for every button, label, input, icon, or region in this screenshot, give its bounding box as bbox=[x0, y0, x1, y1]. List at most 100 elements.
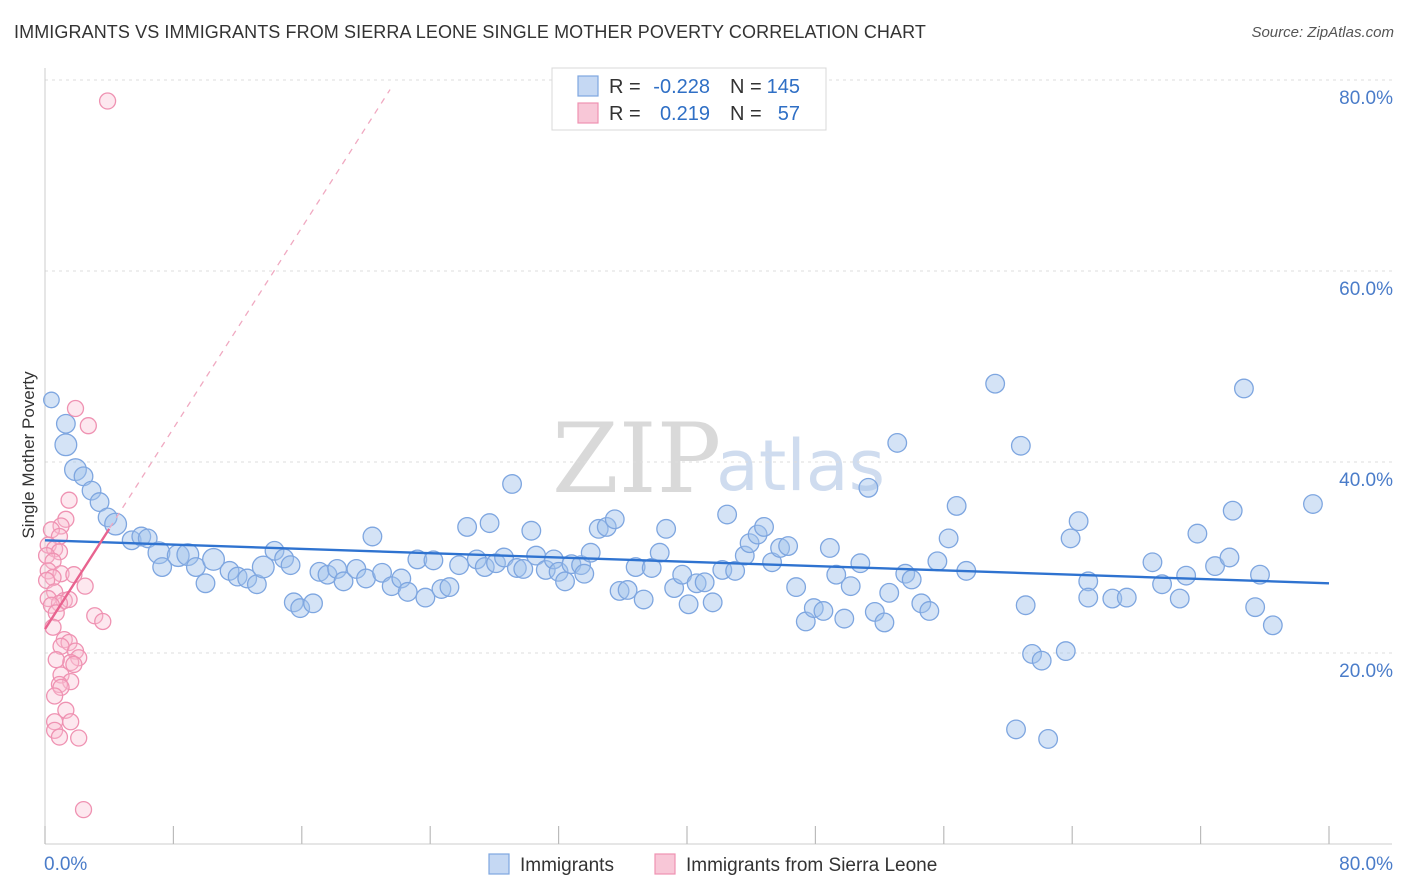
immigrants-point-131 bbox=[1205, 556, 1225, 577]
legend-r-label-2: R = bbox=[609, 103, 641, 125]
watermark-atlas: atlas bbox=[716, 425, 885, 507]
sierra-leone-point-35 bbox=[65, 655, 83, 674]
sierra-leone-trend-extension bbox=[44, 89, 391, 630]
legend-r-value-1: -0.228 bbox=[653, 76, 710, 98]
immigrants-point-75 bbox=[656, 518, 677, 539]
immigrants-point-50 bbox=[479, 513, 500, 534]
immigrants-point-36 bbox=[362, 526, 383, 547]
immigrants-point-52 bbox=[494, 547, 514, 568]
immigrants-point-46 bbox=[449, 555, 470, 576]
immigrants-point-135 bbox=[1245, 597, 1266, 618]
immigrants-point-92 bbox=[786, 577, 807, 598]
grid-lines bbox=[45, 79, 1392, 654]
sierra-leone-trend-line bbox=[43, 528, 111, 630]
immigrants-point-88 bbox=[754, 516, 774, 537]
immigrants-point-101 bbox=[858, 477, 879, 498]
immigrants-point-27 bbox=[283, 592, 304, 613]
immigrants-point-126 bbox=[1142, 552, 1163, 573]
immigrants-point-90 bbox=[770, 538, 791, 558]
immigrants-point-69 bbox=[609, 580, 630, 601]
sierra-leone-point-46 bbox=[50, 728, 69, 746]
immigrants-point-130 bbox=[1187, 523, 1208, 544]
immigrants-point-84 bbox=[725, 560, 746, 581]
immigrants-point-109 bbox=[919, 601, 940, 621]
sierra-leone-point-44 bbox=[62, 713, 80, 731]
legend-n-value-1: 145 bbox=[767, 76, 800, 98]
immigrants-point-71 bbox=[625, 557, 646, 578]
bottom-legend-label-immigrants: Immigrants bbox=[520, 855, 614, 876]
immigrants-point-122 bbox=[1078, 571, 1099, 592]
immigrants-point-111 bbox=[938, 528, 959, 549]
immigrants-point-116 bbox=[1015, 595, 1036, 616]
immigrants-point-54 bbox=[506, 558, 527, 578]
legend-r-value-2: 0.219 bbox=[660, 103, 710, 125]
axes bbox=[44, 68, 1392, 845]
immigrants-point-139 bbox=[1006, 719, 1026, 740]
immigrants-point-80 bbox=[694, 572, 715, 593]
immigrants-point-97 bbox=[826, 564, 847, 585]
immigrants-point-118 bbox=[1031, 650, 1052, 671]
immigrants-point-49 bbox=[474, 557, 495, 578]
immigrants-point-21 bbox=[237, 568, 258, 589]
immigrants-point-96 bbox=[819, 538, 840, 558]
immigrants-point-15 bbox=[176, 543, 200, 567]
immigrants-point-117 bbox=[1022, 644, 1043, 664]
immigrants-point-129 bbox=[1176, 565, 1197, 586]
correlation-legend: R = -0.228 N = 145 R = 0.219 N = 57 bbox=[551, 67, 827, 131]
chart-title: IMMIGRANTS VS IMMIGRANTS FROM SIERRA LEO… bbox=[14, 22, 926, 42]
y-tick-label-80: 80.0% bbox=[1339, 88, 1393, 109]
bottom-legend-label-sierra-leone: Immigrants from Sierra Leone bbox=[686, 855, 937, 876]
immigrants-point-53 bbox=[502, 474, 523, 494]
immigrants-point-138 bbox=[1302, 494, 1323, 514]
watermark-zip: ZIP bbox=[552, 403, 721, 515]
immigrants-point-105 bbox=[887, 432, 908, 453]
bottom-legend-swatch-sierra-leone bbox=[654, 853, 676, 875]
immigrants-point-72 bbox=[633, 589, 654, 610]
immigrants-point-108 bbox=[911, 593, 932, 614]
sierra-leone-point-3 bbox=[60, 491, 78, 509]
immigrants-point-47 bbox=[457, 516, 478, 537]
immigrants-point-79 bbox=[686, 573, 707, 594]
immigrants-point-70 bbox=[617, 580, 638, 600]
immigrants-point-83 bbox=[717, 504, 738, 525]
immigrants-point-77 bbox=[672, 564, 693, 585]
immigrants-point-110 bbox=[927, 551, 948, 572]
legend-n-label-1: N = bbox=[730, 76, 762, 98]
immigrants-point-45 bbox=[439, 577, 460, 598]
immigrants-point-14 bbox=[152, 557, 173, 578]
immigrants-point-123 bbox=[1078, 587, 1099, 608]
immigrants-point-114 bbox=[985, 373, 1006, 394]
y-tick-label-60: 60.0% bbox=[1339, 279, 1393, 300]
legend-swatch-sierra-leone bbox=[577, 102, 599, 124]
sierra-leone-point-27 bbox=[94, 612, 112, 631]
immigrants-point-78 bbox=[678, 594, 699, 615]
trend-lines bbox=[43, 89, 1330, 630]
immigrants-point-58 bbox=[535, 559, 556, 580]
immigrants-point-81 bbox=[702, 592, 723, 613]
immigrants-point-26 bbox=[280, 555, 301, 576]
x-tick-label-0: 0.0% bbox=[44, 854, 87, 875]
immigrants-point-6 bbox=[89, 492, 110, 513]
immigrants-point-119 bbox=[1055, 641, 1076, 662]
immigrants-point-100 bbox=[850, 553, 871, 574]
sierra-leone-point-41 bbox=[45, 687, 64, 705]
immigrants-point-137 bbox=[1262, 615, 1283, 636]
immigrants-point-115 bbox=[1010, 435, 1031, 456]
immigrants-point-68 bbox=[604, 509, 625, 530]
immigrants-point-1 bbox=[55, 413, 76, 434]
immigrants-trend-line bbox=[44, 539, 1330, 585]
bottom-legend-swatch-immigrants bbox=[488, 853, 510, 875]
legend-swatch-immigrants bbox=[577, 75, 599, 97]
immigrants-point-104 bbox=[879, 582, 900, 603]
immigrants-point-41 bbox=[407, 549, 428, 570]
immigrants-point-124 bbox=[1102, 588, 1123, 609]
immigrants-point-134 bbox=[1233, 378, 1254, 399]
legend-n-label-2: N = bbox=[730, 103, 762, 125]
immigrants-point-95 bbox=[813, 601, 834, 621]
immigrants-point-44 bbox=[431, 579, 452, 599]
immigrants-point-103 bbox=[874, 612, 895, 633]
sierra-leone-point-2 bbox=[79, 417, 97, 435]
immigrants-point-55 bbox=[513, 559, 534, 579]
immigrants-point-40 bbox=[397, 581, 418, 602]
